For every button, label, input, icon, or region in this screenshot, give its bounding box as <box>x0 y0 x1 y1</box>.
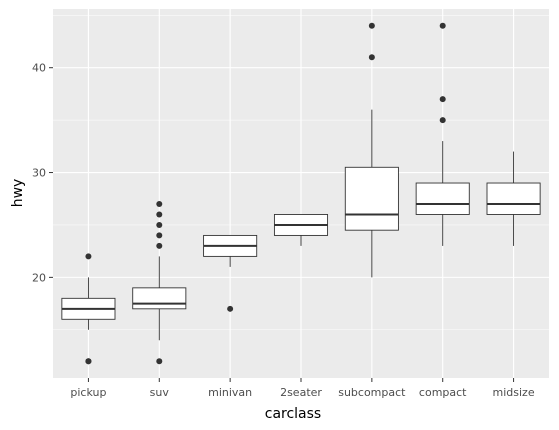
outlier-point <box>156 358 163 365</box>
box-subcompact <box>344 22 399 278</box>
box-compact <box>415 22 470 246</box>
outlier-point <box>227 305 234 312</box>
x-tick-label: suv <box>150 386 170 399</box>
box-iqr <box>344 166 399 231</box>
box-suv <box>132 200 187 365</box>
box-iqr <box>132 287 187 310</box>
y-tick-label: 30 <box>32 167 46 180</box>
outlier-point <box>156 221 163 228</box>
outlier-point <box>156 242 163 249</box>
axes: 20 30 40 pickup suv minivan 2seater subcompact c… <box>32 62 535 399</box>
outlier-point <box>85 358 92 365</box>
x-tick-label: compact <box>419 386 467 399</box>
x-tick-label: pickup <box>70 386 106 399</box>
y-tick-label: 20 <box>32 271 46 284</box>
x-tick-label: 2seater <box>280 386 322 399</box>
x-tick-label: subcompact <box>338 386 406 399</box>
x-tick-label: midsize <box>493 386 535 399</box>
outlier-point <box>439 96 446 103</box>
outlier-point <box>156 200 163 207</box>
outlier-point <box>439 22 446 29</box>
box-iqr <box>486 182 541 215</box>
box-iqr <box>415 182 470 215</box>
y-axis-title: hwy <box>10 179 26 208</box>
box-minivan <box>203 234 258 312</box>
boxes <box>61 22 541 365</box>
outlier-point <box>368 54 375 61</box>
box-pickup <box>61 253 116 365</box>
x-axis-title: carclass <box>265 406 321 422</box>
y-tick-label: 40 <box>32 62 46 75</box>
x-tick-label: minivan <box>208 386 252 399</box>
outlier-point <box>156 211 163 218</box>
outlier-point <box>156 232 163 239</box>
outlier-point <box>85 253 92 260</box>
box-midsize <box>486 151 541 246</box>
outlier-point <box>368 22 375 29</box>
box-2seater <box>273 214 329 246</box>
outlier-point <box>439 117 446 124</box>
